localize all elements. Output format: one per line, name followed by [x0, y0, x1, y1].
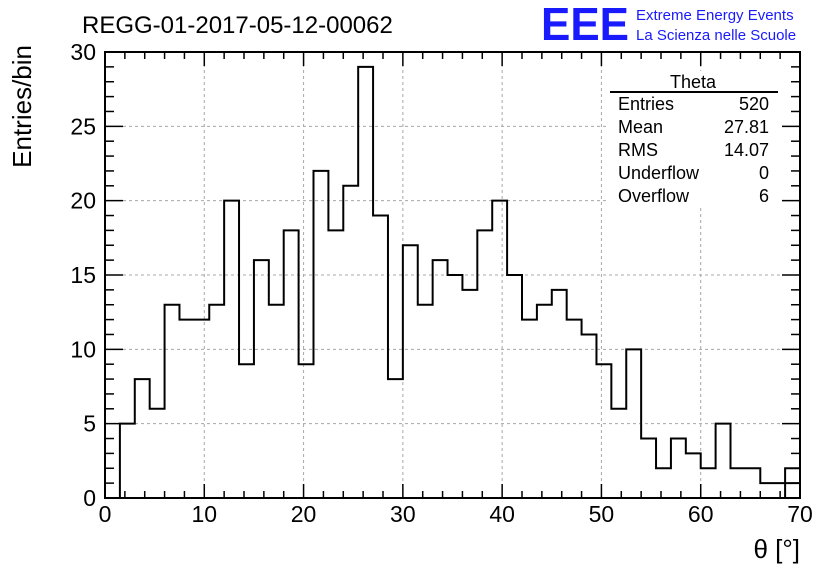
histogram-bin — [209, 305, 224, 498]
eee-logo-mark: EEE — [541, 0, 629, 50]
histogram-bin — [165, 305, 180, 498]
histogram-bin — [343, 186, 358, 498]
stats-label: Overflow — [618, 186, 690, 206]
stats-value: 14.07 — [724, 140, 769, 160]
histogram-bin — [179, 320, 194, 498]
histogram-bin — [790, 483, 800, 498]
histogram-bin — [611, 409, 626, 498]
x-tick-label: 40 — [489, 501, 515, 527]
stats-label: Underflow — [618, 163, 700, 183]
histogram-bin — [537, 305, 552, 498]
histogram-bin — [150, 409, 165, 498]
histogram-bin — [745, 468, 760, 498]
run-title: REGG-01-2017-05-12-00062 — [82, 12, 393, 39]
stats-label: RMS — [618, 140, 658, 160]
histogram-outline — [105, 65, 800, 499]
histogram-bin — [135, 379, 150, 498]
histogram-bin — [418, 305, 433, 498]
stats-label: Entries — [618, 94, 674, 114]
histogram-bin — [373, 216, 388, 498]
y-axis-label: Entries/bin — [7, 45, 37, 168]
histogram-bin — [358, 67, 373, 498]
axis-ticks — [104, 51, 801, 499]
y-tick-label: 5 — [83, 411, 96, 437]
histogram-bin — [567, 320, 582, 498]
histogram-bin — [582, 334, 597, 498]
y-tick-label: 0 — [83, 485, 96, 511]
histogram-bin — [522, 320, 537, 498]
x-tick-label: 70 — [787, 501, 813, 527]
histogram-bin — [671, 439, 686, 498]
histogram-bin — [507, 275, 522, 498]
x-tick-label: 10 — [191, 501, 217, 527]
x-tick-label: 50 — [589, 501, 615, 527]
histogram-bin — [388, 379, 403, 498]
x-tick-label: 60 — [688, 501, 714, 527]
histogram-bin — [775, 483, 790, 498]
histogram-bin — [477, 230, 492, 498]
stats-value: 0 — [759, 163, 769, 183]
histogram-bin — [596, 364, 611, 498]
histogram-bin — [328, 230, 343, 498]
histogram-bin — [656, 468, 671, 498]
y-tick-label: 15 — [70, 262, 96, 288]
x-tick-label: 30 — [390, 501, 416, 527]
histogram-bin — [403, 245, 418, 498]
histogram-bin — [716, 424, 731, 498]
stats-value: 27.81 — [724, 117, 769, 137]
stats-rows: Entries 520 Mean 27.81 RMS 14.07 Underflow 0 Ove… — [618, 94, 769, 206]
histogram-bin — [552, 290, 567, 498]
x-axis-label: θ [°] — [753, 534, 800, 564]
logo-line-2: La Scienza nelle Scuole — [636, 27, 796, 44]
stats-value: 6 — [759, 186, 769, 206]
histogram-bin — [433, 260, 448, 498]
histogram-bin — [194, 320, 209, 498]
stats-value: 520 — [739, 94, 769, 114]
histogram-bin — [448, 275, 463, 498]
histogram-bin — [314, 171, 329, 498]
histogram-bin — [254, 260, 269, 498]
grid-lines — [105, 52, 800, 498]
histogram-bin — [492, 201, 507, 498]
histogram-bin — [641, 439, 656, 498]
y-tick-label: 30 — [70, 39, 96, 65]
stats-label: Mean — [618, 117, 663, 137]
histogram-bin — [686, 453, 701, 498]
stats-box-background — [608, 71, 780, 207]
histogram-bin — [701, 468, 716, 498]
histogram-bin — [462, 290, 477, 498]
histogram-bin — [120, 424, 135, 498]
histogram-bin — [299, 364, 314, 498]
histogram-bin — [284, 230, 299, 498]
y-tick-label: 10 — [70, 336, 96, 362]
x-tick-label: 0 — [99, 501, 112, 527]
x-tick-label: 20 — [291, 501, 317, 527]
stats-box: Theta Entries 520 Mean 27.81 RMS 14.07 Underfl… — [608, 71, 780, 207]
logo-line-1: Extreme Energy Events — [636, 7, 794, 24]
histogram-bin — [731, 468, 746, 498]
histogram-bin — [239, 364, 254, 498]
histogram-bin — [269, 305, 284, 498]
histogram-bin — [760, 483, 775, 498]
y-tick-label: 20 — [70, 188, 96, 214]
y-tick-label: 25 — [70, 113, 96, 139]
stats-title: Theta — [670, 72, 717, 92]
